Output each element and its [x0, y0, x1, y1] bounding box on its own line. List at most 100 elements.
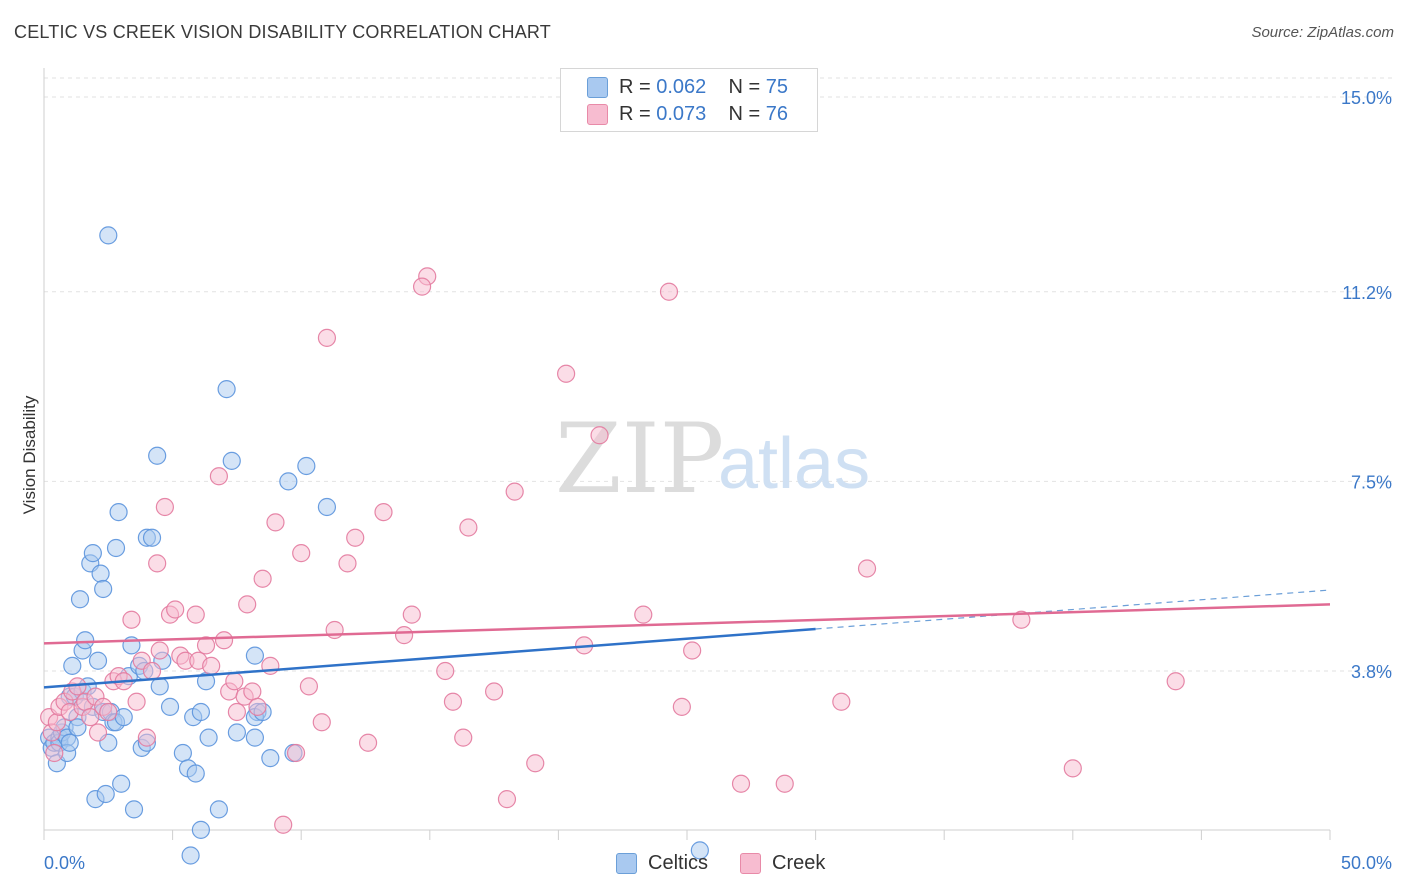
celtics-point: [317, 497, 337, 517]
creek-point: [166, 600, 185, 619]
y-tick-label: 11.2%: [1342, 283, 1392, 303]
creek-point: [137, 728, 156, 747]
celtics-point: [94, 579, 113, 599]
legend-label-celtics: Celtics: [648, 852, 709, 874]
creek-point: [358, 733, 378, 752]
creek-point: [436, 661, 455, 681]
creek-point: [526, 754, 545, 773]
stats-legend: R = 0.062 N = 75 R = 0.073 N = 76: [560, 68, 818, 132]
celtics-point: [261, 749, 280, 768]
creek-point: [150, 641, 169, 660]
celtics-swatch: [587, 77, 608, 98]
celtics-point: [114, 708, 133, 727]
creek-point: [672, 697, 691, 716]
creek-point: [312, 713, 331, 732]
celtics-trend-line: [43, 627, 816, 689]
creek-point: [225, 672, 244, 691]
creek-point: [832, 692, 851, 711]
creek-point: [155, 497, 174, 517]
x-tick-label: 50.0%: [1341, 853, 1392, 873]
celtics-point: [76, 631, 95, 650]
creek-point: [1063, 759, 1082, 778]
creek-point: [338, 554, 357, 573]
celtics-point: [690, 841, 709, 860]
legend-n-label: N =: [728, 76, 766, 98]
celtics-point: [70, 590, 90, 609]
celtics-point: [160, 697, 180, 716]
celtics-point: [181, 846, 200, 865]
celtics-point: [68, 718, 87, 737]
creek-point: [122, 610, 141, 629]
celtics-point: [173, 743, 192, 763]
creek-point: [590, 426, 609, 445]
celtics-point: [199, 728, 218, 747]
creek-point: [1012, 610, 1031, 629]
celtics-point: [227, 723, 246, 742]
creek-point: [274, 815, 293, 834]
creek-point: [142, 661, 162, 681]
creek-point: [209, 467, 228, 486]
celtics-point: [186, 764, 205, 783]
celtics-point: [245, 646, 265, 665]
legend-r-label: R =: [619, 103, 657, 125]
creek-point: [253, 569, 272, 588]
celtics-legend-swatch: [616, 853, 637, 874]
creek-point: [374, 503, 393, 522]
x-tick-label: 0.0%: [44, 853, 85, 873]
creek-point: [857, 559, 877, 578]
celtics-point: [209, 800, 228, 819]
legend-n-label: N =: [728, 103, 766, 125]
creek-point: [148, 554, 167, 573]
creek-legend-swatch: [740, 853, 761, 874]
creek-point: [196, 636, 216, 655]
creek-point: [88, 723, 108, 742]
celtics-point: [88, 651, 108, 670]
creek-point: [443, 692, 463, 711]
source-label: Source: ZipAtlas.com: [1251, 24, 1394, 41]
creek-point: [266, 513, 285, 532]
celtics-point: [124, 800, 144, 819]
y-tick-label: 3.8%: [1351, 662, 1392, 682]
y-tick-label: 15.0%: [1341, 88, 1392, 108]
celtics-point: [191, 702, 210, 722]
creek-point: [557, 364, 576, 383]
legend-r-label: R =: [619, 76, 657, 98]
creek-point: [402, 605, 421, 624]
celtics-point: [148, 446, 167, 465]
creek-point: [214, 631, 234, 650]
creek-point: [248, 697, 267, 716]
celtics-point: [96, 784, 115, 804]
creek-point: [1166, 672, 1185, 691]
creek-point: [731, 774, 751, 793]
creek-point: [227, 702, 246, 722]
celtics-point: [63, 656, 82, 675]
legend-r-value: 0.073: [656, 103, 707, 125]
creek-point: [45, 743, 64, 763]
creek-trend-line: [43, 603, 1331, 645]
watermark-atlas: atlas: [718, 424, 870, 504]
creek-point: [459, 518, 478, 537]
creek-point: [346, 528, 365, 547]
creek-point: [683, 641, 702, 660]
celtics-point: [297, 456, 316, 476]
celtics-trend-extension: [815, 589, 1331, 630]
creek-point: [505, 482, 524, 501]
creek-point: [292, 544, 311, 563]
creek-swatch: [587, 104, 608, 125]
legend-label-creek: Creek: [772, 852, 826, 874]
chart-title: CELTIC VS CREEK VISION DISABILITY CORREL…: [14, 22, 551, 42]
creek-point: [659, 282, 679, 301]
celtics-point: [150, 677, 169, 696]
creek-point: [454, 728, 473, 747]
legend-r-value: 0.062: [656, 76, 707, 98]
creek-point: [81, 708, 100, 727]
celtics-point: [83, 544, 102, 563]
celtics-point: [60, 733, 79, 752]
creek-point: [127, 692, 146, 711]
celtics-point: [91, 564, 110, 583]
celtics-point: [142, 528, 162, 547]
creek-point: [286, 743, 306, 763]
creek-point: [412, 277, 432, 296]
legend-n-value: 76: [765, 103, 789, 125]
